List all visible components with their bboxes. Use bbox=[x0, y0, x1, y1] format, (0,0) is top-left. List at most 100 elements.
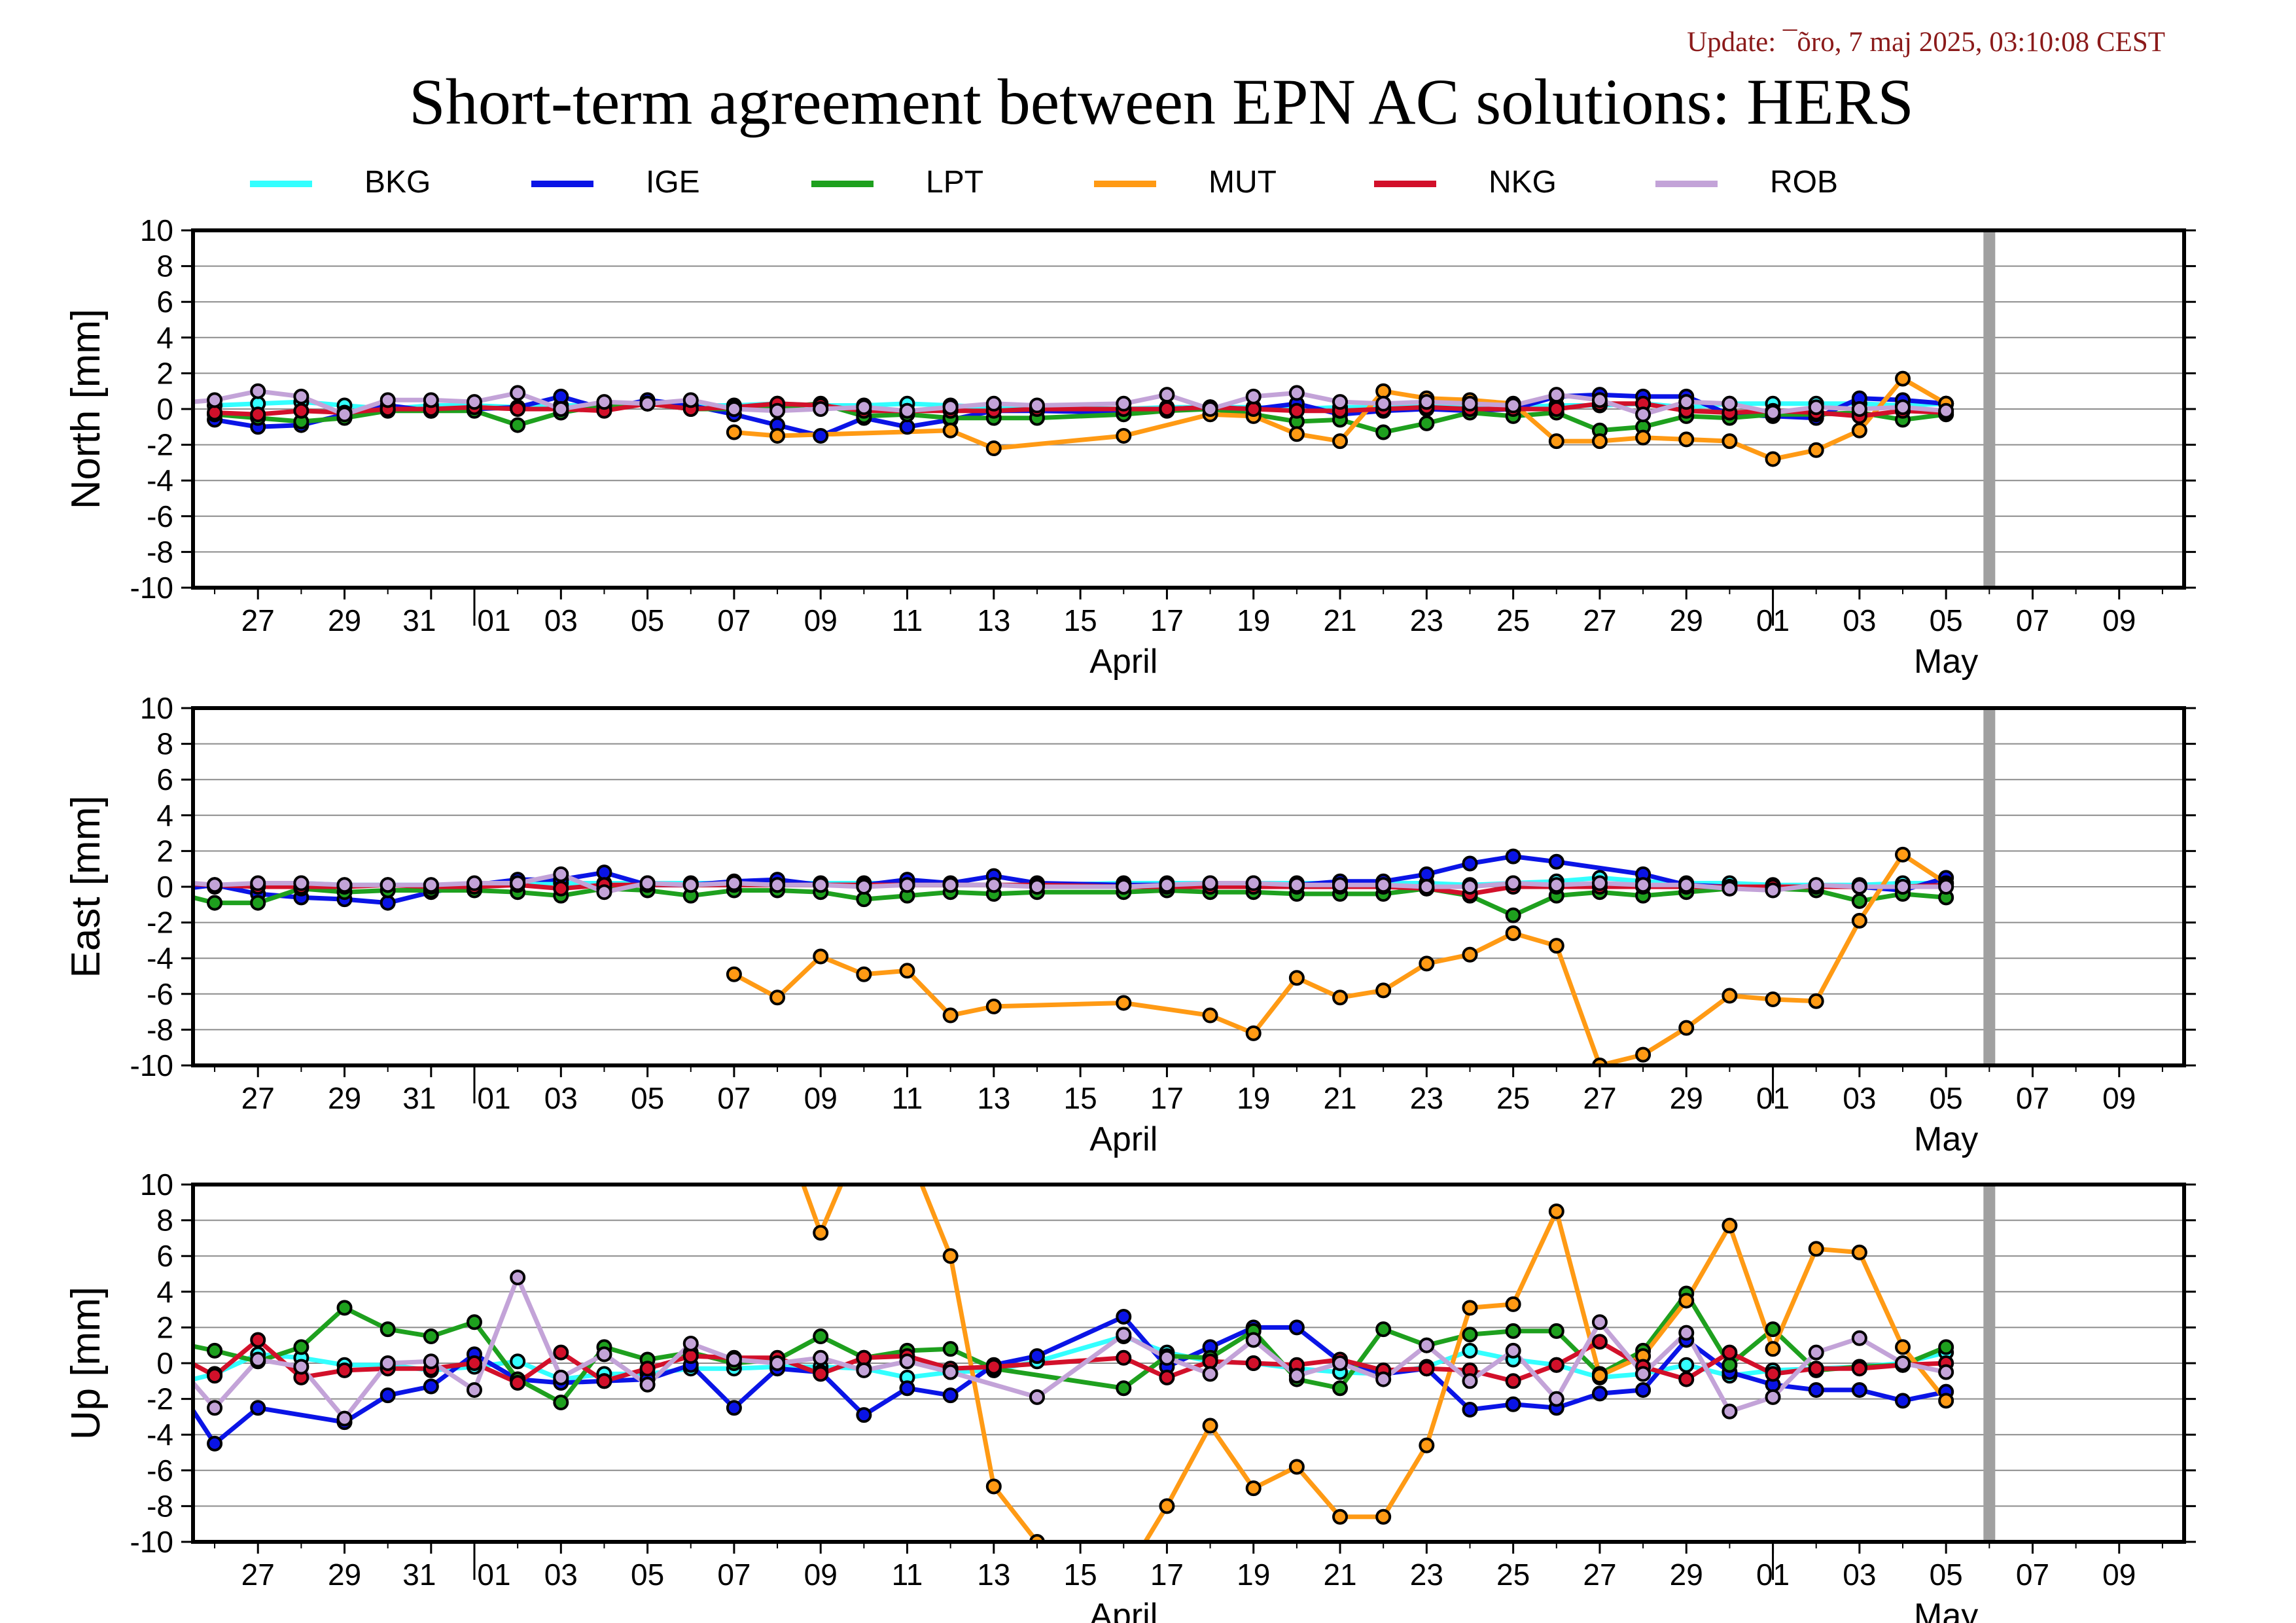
data-point-ige bbox=[1505, 1396, 1521, 1412]
data-point-mut bbox=[1288, 1459, 1305, 1475]
x-tick-label: 21 bbox=[1323, 1081, 1356, 1115]
x-tick-label: 27 bbox=[1583, 1558, 1616, 1592]
data-point-nkg bbox=[1245, 401, 1262, 417]
data-point-rob bbox=[1895, 1355, 1911, 1371]
data-point-rob bbox=[1895, 879, 1911, 895]
x-tick-label: 17 bbox=[1150, 1081, 1184, 1115]
y-tick-label: -10 bbox=[130, 1525, 173, 1559]
data-point-ige bbox=[1851, 1382, 1867, 1398]
data-point-rob bbox=[1375, 1371, 1392, 1387]
data-point-mut bbox=[942, 1007, 959, 1024]
month-label-may: May bbox=[1914, 1597, 1978, 1623]
data-point-rob bbox=[336, 406, 353, 423]
x-tick-label: 29 bbox=[328, 603, 361, 637]
data-point-ige bbox=[1505, 848, 1521, 865]
x-tick-label: 05 bbox=[1930, 1558, 1963, 1592]
data-point-ige bbox=[813, 427, 829, 444]
data-point-rob bbox=[1591, 875, 1608, 891]
data-point-mut bbox=[1159, 1498, 1175, 1514]
x-tick-label: 05 bbox=[631, 1558, 664, 1592]
data-point-ige bbox=[596, 865, 612, 881]
legend-swatch-lpt bbox=[811, 181, 874, 187]
data-point-lpt bbox=[336, 1300, 353, 1316]
data-point-mut bbox=[1505, 925, 1521, 941]
data-point-mut bbox=[1332, 1508, 1349, 1525]
data-point-rob bbox=[423, 1353, 439, 1370]
data-point-rob bbox=[942, 1364, 959, 1380]
data-point-rob bbox=[1332, 394, 1349, 410]
data-point-ige bbox=[1591, 1385, 1608, 1402]
data-point-mut bbox=[1548, 1203, 1564, 1219]
page-title: Short-term agreement between EPN AC solu… bbox=[409, 65, 1914, 138]
data-point-rob bbox=[682, 877, 699, 893]
data-point-mut bbox=[1765, 1341, 1781, 1357]
data-point-mut bbox=[856, 966, 872, 982]
data-point-mut bbox=[1375, 1508, 1392, 1525]
y-tick-label: -8 bbox=[147, 1489, 173, 1523]
x-tick-label: 05 bbox=[1930, 1081, 1963, 1115]
y-tick-label: -8 bbox=[147, 535, 173, 569]
data-point-rob bbox=[596, 394, 612, 410]
data-point-nkg bbox=[1765, 1366, 1781, 1382]
y-tick-label: 10 bbox=[140, 691, 173, 725]
data-point-nkg bbox=[293, 402, 309, 419]
data-point-mut bbox=[1851, 1244, 1867, 1260]
data-point-rob bbox=[682, 1335, 699, 1351]
data-point-lpt bbox=[380, 1321, 396, 1338]
data-point-rob bbox=[1851, 401, 1867, 417]
data-point-ige bbox=[1635, 1382, 1651, 1398]
data-point-rob bbox=[639, 395, 656, 412]
data-point-mut bbox=[1635, 1046, 1651, 1063]
data-point-rob bbox=[1116, 395, 1132, 412]
y-tick-label: -6 bbox=[147, 499, 173, 533]
data-point-rob bbox=[726, 401, 742, 417]
y-tick-label: 2 bbox=[156, 1310, 173, 1344]
data-point-mut bbox=[1938, 1393, 1954, 1409]
data-point-nkg bbox=[1808, 1361, 1824, 1377]
y-tick-label: -4 bbox=[147, 463, 173, 497]
data-point-rob bbox=[293, 875, 309, 891]
data-point-nkg bbox=[1591, 1334, 1608, 1350]
data-point-nkg bbox=[1116, 1349, 1132, 1366]
data-point-lpt bbox=[1505, 1323, 1521, 1339]
plot-frame bbox=[191, 706, 2186, 1067]
data-point-ige bbox=[1462, 855, 1478, 872]
data-point-rob bbox=[466, 394, 482, 410]
data-point-rob bbox=[899, 402, 915, 419]
data-point-lpt bbox=[1462, 1327, 1478, 1343]
data-point-mut bbox=[813, 1224, 829, 1241]
data-point-nkg bbox=[985, 1359, 1002, 1375]
data-point-nkg bbox=[1245, 1355, 1262, 1371]
series-group bbox=[193, 1185, 1954, 1584]
x-tick-label: 23 bbox=[1410, 603, 1443, 637]
data-point-ige bbox=[1288, 1319, 1305, 1336]
data-point-rob bbox=[1765, 882, 1781, 899]
data-point-rob bbox=[380, 392, 396, 408]
data-point-mut bbox=[1548, 938, 1564, 954]
data-point-nkg bbox=[813, 1366, 829, 1382]
month-label-may: May bbox=[1914, 643, 1978, 681]
legend-label-lpt: LPT bbox=[926, 165, 984, 200]
y-tick-label: -4 bbox=[147, 1418, 173, 1452]
data-point-rob bbox=[250, 1351, 266, 1368]
x-tick-label: 27 bbox=[241, 1558, 275, 1592]
data-point-nkg bbox=[639, 1361, 656, 1377]
data-point-nkg bbox=[682, 1348, 699, 1364]
x-tick-label: 27 bbox=[241, 603, 275, 637]
y-tick-label: 4 bbox=[156, 798, 173, 832]
data-point-nkg bbox=[856, 1349, 872, 1366]
y-tick-label: 4 bbox=[156, 1275, 173, 1309]
data-point-ige bbox=[380, 895, 396, 911]
data-point-lpt bbox=[1332, 1380, 1349, 1397]
data-point-mut bbox=[1678, 1020, 1695, 1036]
data-point-rob bbox=[1116, 879, 1132, 895]
x-tick-label: 05 bbox=[631, 603, 664, 637]
data-point-rob bbox=[1591, 1314, 1608, 1330]
data-point-rob bbox=[1202, 875, 1218, 891]
data-point-rob bbox=[1722, 880, 1738, 897]
data-point-mut bbox=[985, 440, 1002, 457]
data-point-mut bbox=[1117, 1571, 1130, 1584]
x-tick-label: 09 bbox=[804, 1558, 838, 1592]
data-point-lpt bbox=[942, 1341, 959, 1357]
